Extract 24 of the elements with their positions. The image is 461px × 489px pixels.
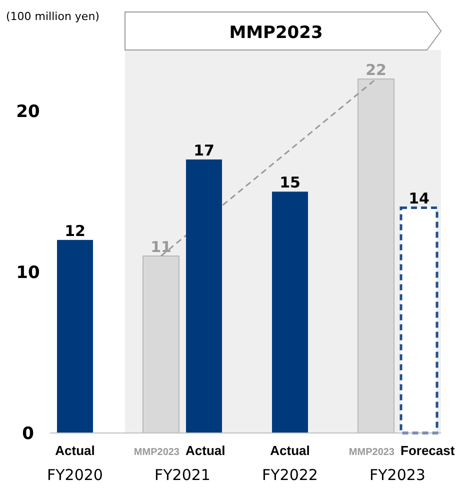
data-label: 12 (64, 222, 86, 240)
data-label: 22 (366, 61, 386, 80)
text: FY2021 (154, 466, 210, 484)
data-label: 14 (408, 190, 430, 208)
y-tick-label: 10 (16, 263, 40, 284)
bar (272, 192, 308, 433)
data-label: 15 (280, 174, 300, 192)
x-tick-label: Actual (270, 443, 310, 458)
bar (57, 240, 93, 433)
bar (400, 206, 438, 434)
x-tick-label: Actual (55, 443, 95, 458)
x-tick-label: Actual (186, 443, 226, 458)
data-label: 11 (150, 238, 172, 256)
band-label: MMP2023 (229, 23, 323, 43)
y-tick-label: 0 (22, 424, 34, 444)
data-label: 17 (194, 141, 214, 160)
x-tick-label: MMP2023 (348, 447, 395, 458)
text: FY2020 (47, 466, 103, 484)
x-tick-label: Forecast (400, 443, 456, 458)
y-tick-label: 20 (16, 102, 40, 122)
x-tick-label: MMP2023 (134, 447, 180, 458)
text: FY2023 (370, 466, 426, 484)
annotation: (100 million yen) (6, 10, 100, 23)
text: FY2022 (262, 466, 318, 484)
